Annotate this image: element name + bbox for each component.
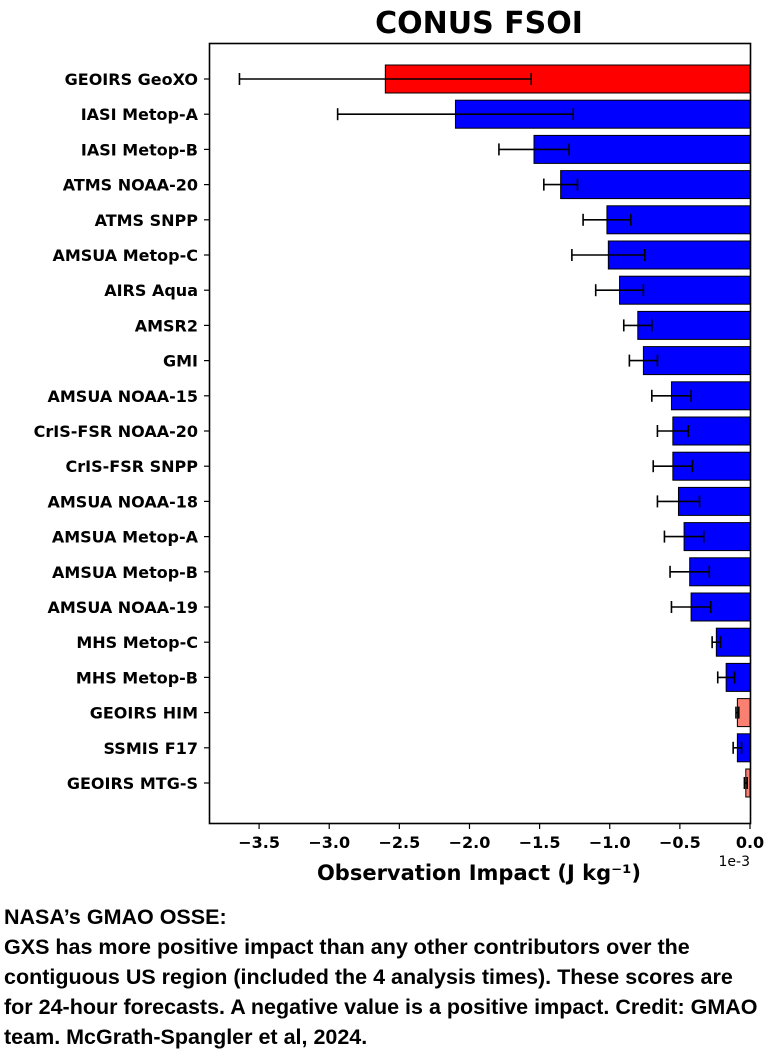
- category-label: MHS Metop-C: [76, 633, 198, 652]
- error-bar: [571, 249, 646, 261]
- error-bar: [543, 178, 579, 191]
- error-bar: [656, 425, 690, 437]
- error-bar: [732, 741, 743, 754]
- category-label: ATMS NOAA-20: [63, 176, 198, 195]
- error-bar: [582, 213, 632, 226]
- error-bar: [238, 73, 532, 85]
- x-tick-label: −1.5: [519, 833, 561, 852]
- figure-caption: NASA’s GMAO OSSE: GXS has more positive …: [4, 902, 764, 1052]
- bar: [533, 134, 751, 164]
- bar: [715, 627, 751, 657]
- error-bar: [622, 319, 653, 332]
- bar: [642, 346, 751, 376]
- x-axis-ticks: −3.5 −3.0 −2.5 −2.0 −1.5 −1.0 −0.5 0.0: [238, 823, 764, 852]
- category-label: MHS Metop-B: [76, 668, 198, 687]
- error-bar: [669, 565, 711, 578]
- x-tick-label: −2.5: [378, 833, 420, 852]
- error-bar: [652, 460, 694, 473]
- category-label: AMSUA Metop-B: [52, 563, 198, 582]
- category-label: IASI Metop-A: [81, 105, 199, 124]
- category-label: IASI Metop-B: [81, 140, 198, 159]
- bar: [637, 310, 751, 340]
- category-label: AMSUA NOAA-15: [47, 387, 198, 406]
- error-bar: [743, 777, 748, 789]
- error-bars-layer: [238, 73, 748, 789]
- x-tick-label: −2.0: [449, 833, 491, 852]
- x-tick-label: 0.0: [736, 833, 764, 852]
- bars-layer: [384, 64, 751, 798]
- category-labels: GEOIRS GeoXO IASI Metop-A IASI Metop-B ATMS…: [34, 70, 210, 793]
- x-tick-label: −3.0: [308, 833, 350, 852]
- error-bar: [711, 636, 722, 649]
- x-axis-label: Observation Impact (J kg⁻¹): [317, 861, 641, 885]
- category-label: AMSUA Metop-C: [52, 246, 198, 265]
- chart-figure: CONUS FSOI GEOIRS GeoXO IASI Metop-A IASI …: [34, 6, 765, 885]
- plot-frame: [208, 42, 752, 825]
- category-label: GEOIRS GeoXO: [65, 70, 198, 89]
- category-label: AMSR2: [135, 316, 198, 335]
- bar: [560, 170, 751, 200]
- category-label: GEOIRS HIM: [90, 704, 198, 723]
- error-bar: [663, 530, 705, 543]
- category-label: AMSUA NOAA-18: [47, 492, 198, 511]
- error-bar: [498, 143, 570, 156]
- error-bar: [594, 284, 645, 297]
- error-bar: [628, 354, 659, 367]
- category-label: ATMS SNPP: [95, 211, 199, 230]
- chart-title: CONUS FSOI: [375, 6, 583, 41]
- caption-heading: NASA’s GMAO OSSE:: [4, 905, 227, 929]
- category-label: CrIS-FSR SNPP: [66, 457, 199, 476]
- category-label: SSMIS F17: [104, 739, 199, 758]
- error-bar: [735, 706, 740, 719]
- x-tick-label: −0.5: [659, 833, 701, 852]
- fsoi-bar-chart: CONUS FSOI GEOIRS GeoXO IASI Metop-A IASI …: [34, 6, 765, 885]
- x-tick-label: −1.0: [589, 833, 631, 852]
- category-label: GMI: [163, 352, 198, 371]
- category-label: AMSUA Metop-A: [52, 528, 199, 547]
- caption-body: GXS has more positive impact than any ot…: [4, 935, 758, 1049]
- error-bar: [656, 495, 701, 508]
- error-bar: [651, 389, 692, 402]
- x-axis-scale-factor: 1e-3: [719, 854, 750, 870]
- x-tick-label: −3.5: [238, 833, 280, 852]
- category-label: CrIS-FSR NOAA-20: [34, 422, 198, 441]
- category-label: AMSUA NOAA-19: [47, 598, 198, 617]
- error-bar: [336, 108, 575, 121]
- category-label: AIRS Aqua: [104, 281, 198, 300]
- category-label: GEOIRS MTG-S: [67, 774, 198, 793]
- error-bar: [716, 671, 736, 684]
- error-bar: [670, 601, 712, 613]
